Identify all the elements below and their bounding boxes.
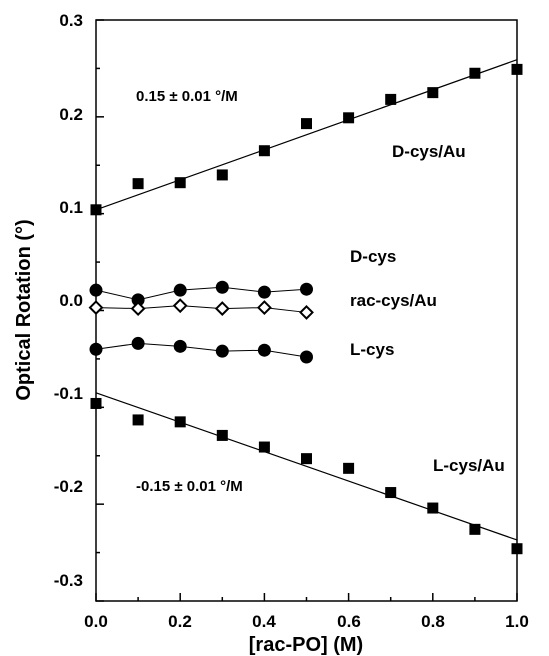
d-cys-point (300, 282, 313, 296)
d-cys-au-point (427, 87, 439, 99)
rac-cys-au-label: rac-cys/Au (350, 291, 437, 310)
l-cys-au-point (90, 397, 102, 409)
y-tick-label: 0.3 (59, 11, 83, 30)
l-cys-point (300, 350, 313, 364)
l-cys-point (173, 339, 187, 353)
data-markers (88, 63, 523, 555)
l-cys-au-fit-line (95, 392, 518, 541)
d-cys-point (215, 280, 229, 294)
d-cys-au-point (258, 145, 270, 157)
rac-cys-au-connector (95, 305, 307, 313)
rac-cys-au-point (299, 305, 314, 320)
d-cys-connector (95, 286, 307, 301)
y-tick-label: 0.0 (59, 291, 83, 310)
d-cys-label: D-cys (350, 247, 396, 266)
y-tick-label: -0.1 (54, 384, 83, 403)
l-cys-au-point (174, 416, 186, 428)
y-axis-title: Optical Rotation (°) (13, 219, 35, 400)
d-cys-point (173, 283, 187, 297)
d-cys-point (131, 293, 145, 307)
plot-area (88, 19, 523, 602)
y-tick-label: -0.3 (54, 571, 83, 590)
l-cys-au-point (385, 487, 397, 499)
y-tick-label: 0.1 (59, 198, 83, 217)
x-tick-label: 0.8 (421, 612, 445, 631)
rac-cys-au-point (172, 298, 188, 314)
l-cys-au-point (511, 543, 523, 555)
d-slope-annotation: 0.15 ± 0.01 °/M (136, 88, 238, 105)
d-cys-point (257, 285, 271, 299)
x-tick-labels: 0.0 0.2 0.4 0.6 0.8 1.0 (84, 612, 529, 631)
l-cys-label: L-cys (350, 340, 394, 359)
l-cys-au-point (258, 441, 270, 453)
d-cys-au-point (343, 112, 355, 124)
x-tick-label: 0.0 (84, 612, 108, 631)
x-tick-label: 0.4 (252, 612, 276, 631)
y-tick-label: -0.2 (54, 477, 83, 496)
rac-cys-au-point (130, 301, 146, 316)
y-tick-labels: 0.3 0.2 0.1 0.0 -0.1 -0.2 -0.3 (54, 11, 83, 590)
rac-cys-au-point (88, 300, 104, 316)
axis-ticks (95, 19, 518, 602)
d-cys-au-point (216, 169, 228, 181)
rac-cys-au-point (214, 301, 230, 316)
d-cys-au-fit-line (95, 59, 518, 211)
l-cys-connector (95, 342, 307, 358)
fit-lines (95, 59, 518, 541)
series-connectors (95, 286, 307, 358)
l-cys-au-label: L-cys/Au (433, 456, 505, 475)
d-cys-au-point (90, 204, 102, 216)
l-cys-au-point (343, 462, 355, 474)
x-axis-title: [rac-PO] (M) (249, 634, 363, 656)
l-cys-point (89, 342, 103, 356)
l-cys-au-point (132, 414, 144, 426)
d-cys-au-label: D-cys/Au (392, 142, 466, 161)
l-slope-annotation: -0.15 ± 0.01 °/M (136, 478, 243, 495)
annotations: 0.15 ± 0.01 °/M D-cys/Au D-cys rac-cys/A… (136, 88, 505, 495)
d-cys-au-point (174, 177, 186, 189)
d-cys-point (89, 283, 103, 297)
d-cys-au-point (511, 63, 523, 75)
d-cys-au-point (132, 178, 144, 190)
d-cys-au-point (301, 118, 312, 130)
l-cys-point (131, 336, 145, 350)
d-cys-au-point (385, 93, 397, 105)
l-cys-au-point (469, 523, 481, 535)
x-tick-label: 0.6 (337, 612, 361, 631)
x-tick-label: 0.2 (168, 612, 192, 631)
l-cys-point (257, 343, 271, 357)
l-cys-au-point (216, 429, 228, 441)
y-tick-label: 0.2 (59, 105, 83, 124)
rac-cys-au-point (256, 300, 272, 316)
d-cys-au-point (469, 67, 481, 79)
x-tick-label: 1.0 (505, 612, 529, 631)
l-cys-au-point (301, 453, 312, 465)
l-cys-au-point (427, 502, 439, 514)
l-cys-point (215, 344, 229, 358)
